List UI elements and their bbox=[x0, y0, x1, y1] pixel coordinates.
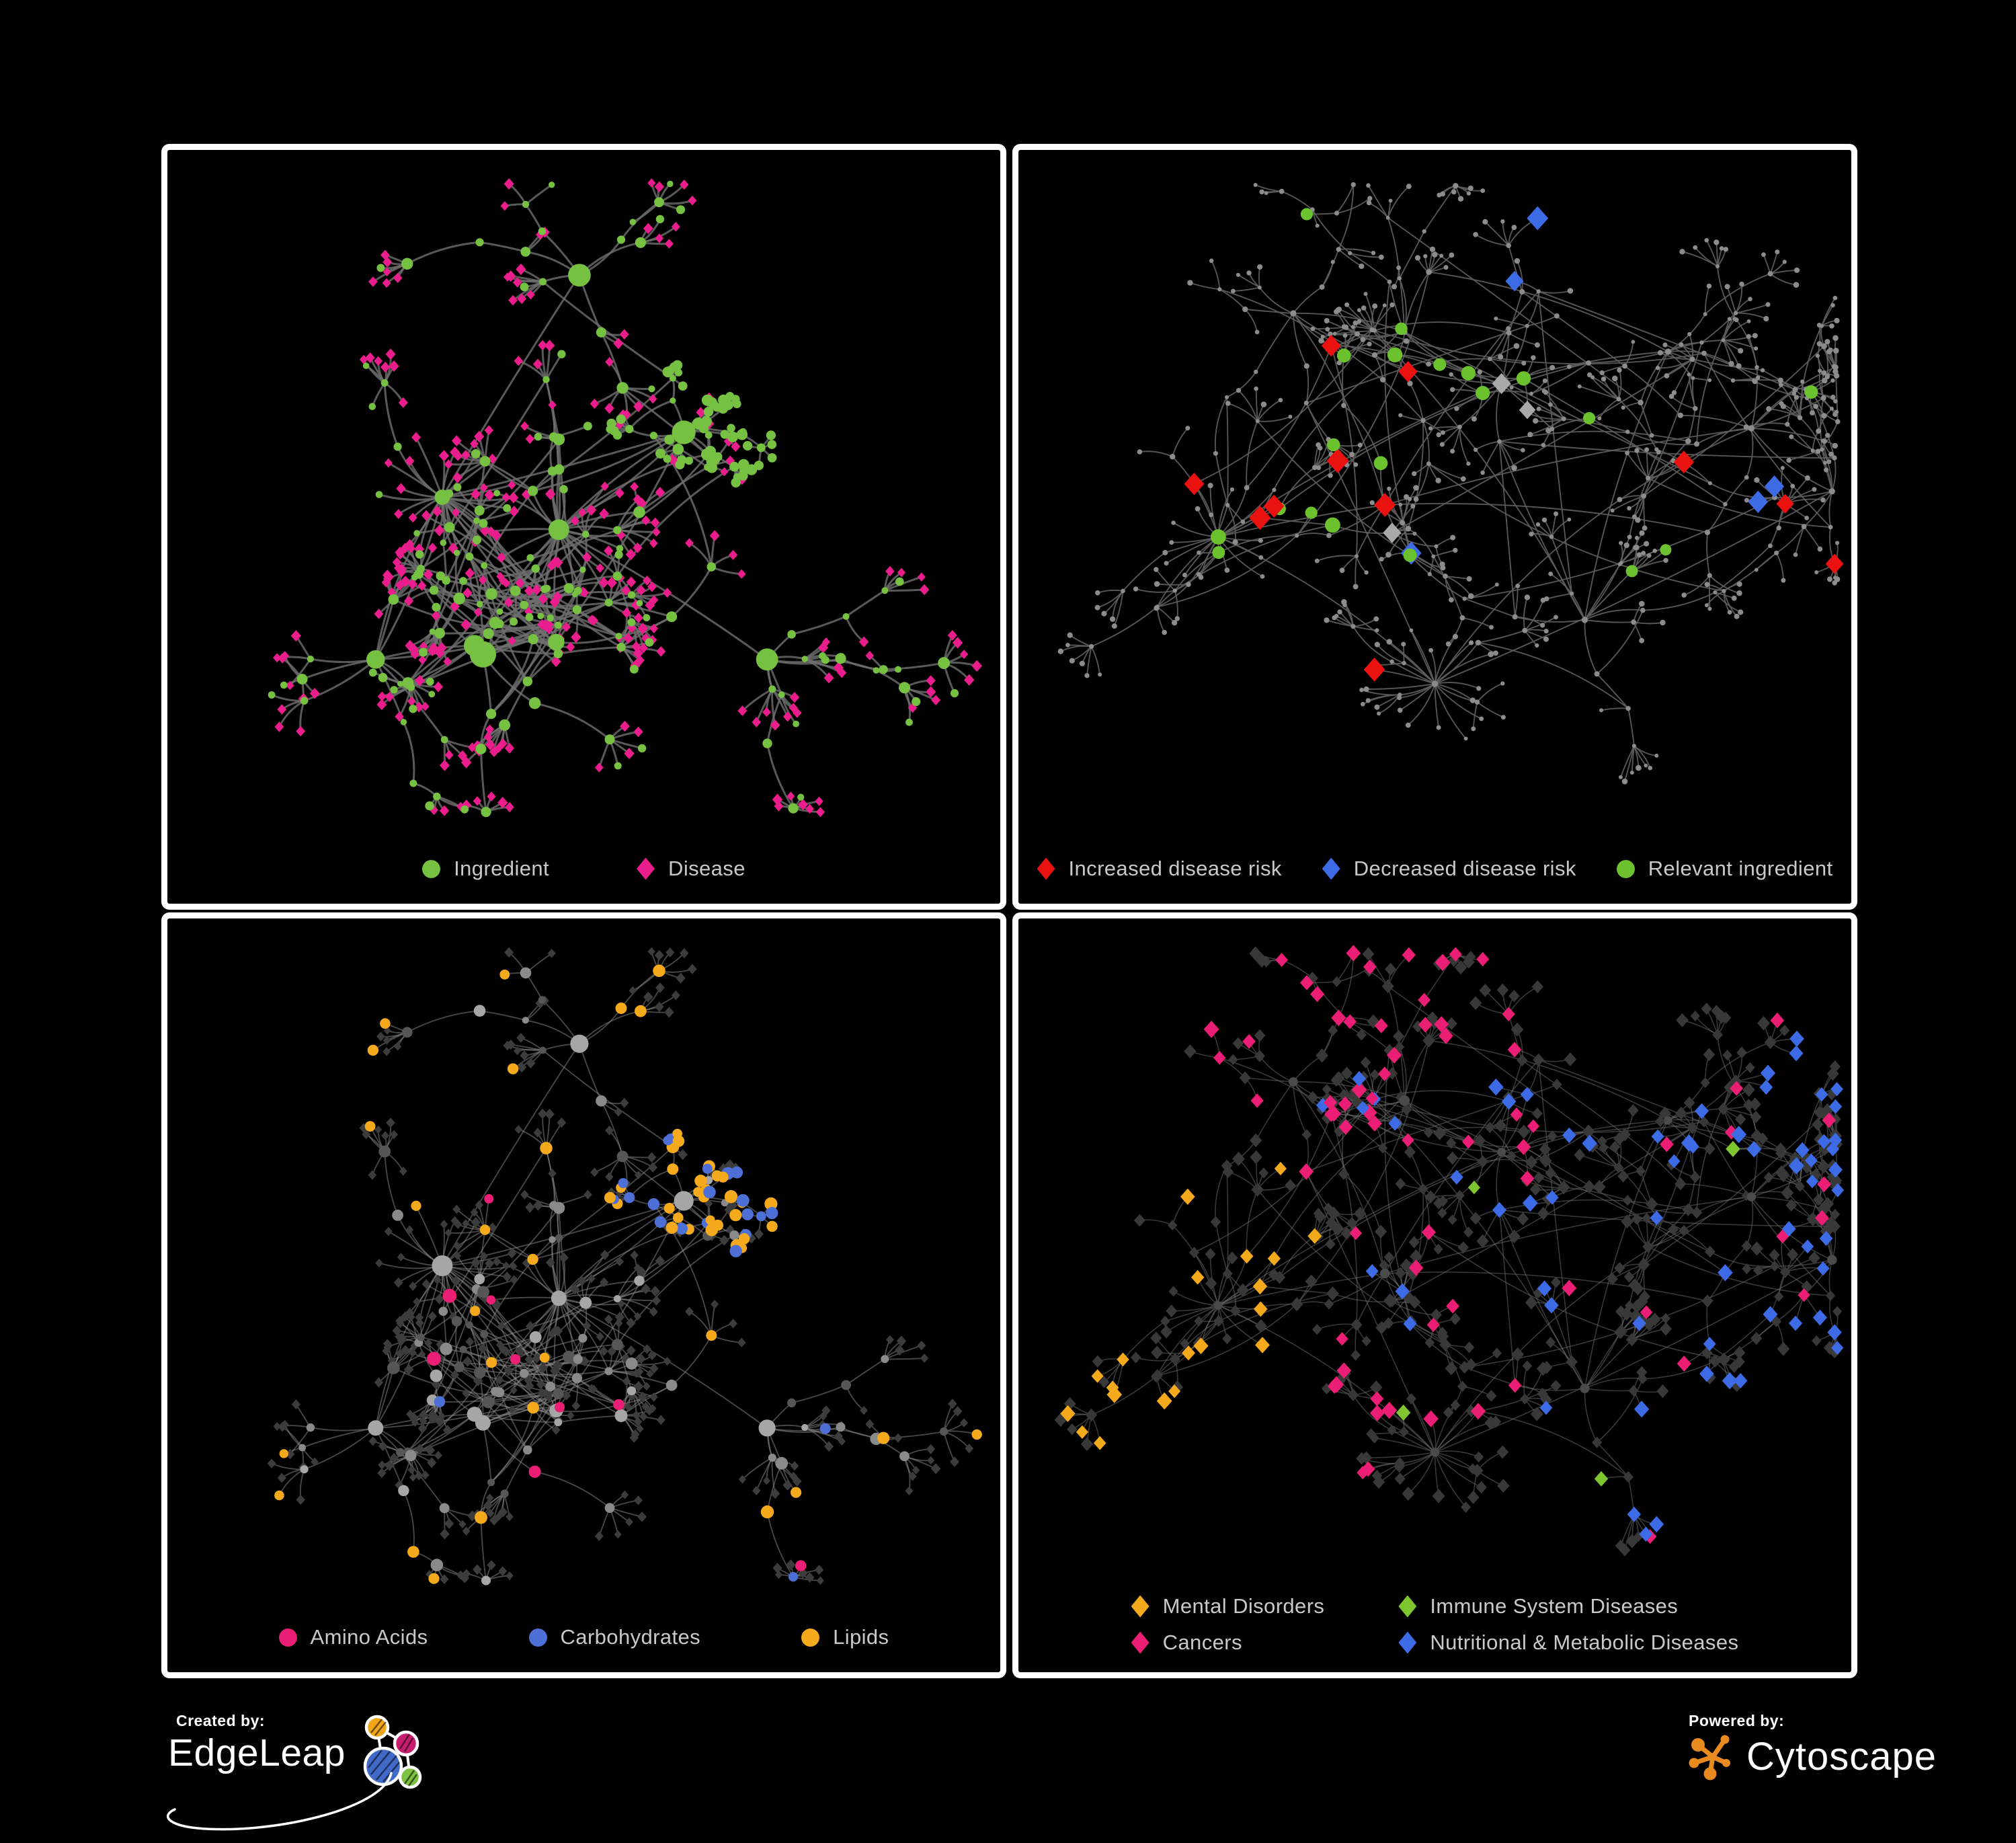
lipids-legend-label: Lipids bbox=[833, 1625, 889, 1649]
relevant-ingredient-legend-label: Relevant ingredient bbox=[1648, 857, 1833, 880]
carbohydrates-legend-label: Carbohydrates bbox=[560, 1625, 701, 1649]
legend-item-disease: Disease bbox=[637, 857, 745, 881]
created-by-block: Created by: EdgeLeap bbox=[166, 1712, 450, 1831]
disease-risk-network-graph bbox=[1057, 182, 1844, 785]
disease-class-network-graph bbox=[1054, 945, 1845, 1557]
cytoscape-wordmark: Cytoscape bbox=[1746, 1735, 1937, 1778]
disease-legend-label: Disease bbox=[668, 857, 745, 880]
nutrient-class-network-graph bbox=[267, 947, 982, 1585]
legend-item-mental-disorders: Mental Disorders bbox=[1131, 1594, 1325, 1618]
legend-item-decreased-risk: Decreased disease risk bbox=[1322, 857, 1576, 881]
amino-acids-legend-label: Amino Acids bbox=[310, 1625, 428, 1649]
decreased-risk-legend-label: Decreased disease risk bbox=[1353, 857, 1576, 880]
legend-item-carbohydrates: Carbohydrates bbox=[528, 1625, 701, 1649]
legend-item-relevant-ingredient: Relevant ingredient bbox=[1616, 857, 1833, 881]
cancers-marker-icon bbox=[1131, 1631, 1150, 1654]
ingredient-legend-label: Ingredient bbox=[454, 857, 550, 880]
cytoscape-logo-icon bbox=[1689, 1735, 1730, 1780]
cancers-legend-label: Cancers bbox=[1162, 1631, 1242, 1654]
immune-system-diseases-marker-icon bbox=[1398, 1595, 1417, 1618]
panel-disease-class-network: Mental Disorders Immune System Diseases … bbox=[1012, 912, 1857, 1678]
carbohydrates-marker-icon bbox=[528, 1628, 547, 1647]
powered-by-block: Powered by: Cytoscape bbox=[1686, 1712, 1995, 1799]
nutritional-metabolic-diseases-marker-icon bbox=[1398, 1631, 1417, 1654]
nutrient-class-legend: Amino Acids Carbohydrates Lipids bbox=[167, 1625, 1000, 1649]
ingredient-disease-network-graph bbox=[268, 178, 982, 818]
panel-ingredient-disease-network: Ingredient Disease bbox=[161, 144, 1006, 910]
immune-system-diseases-legend-label: Immune System Diseases bbox=[1430, 1594, 1679, 1618]
ingredient-disease-legend: Ingredient Disease bbox=[167, 857, 1000, 881]
cytoscape-brand-row: Cytoscape bbox=[1686, 1731, 1995, 1782]
mental-disorders-legend-label: Mental Disorders bbox=[1162, 1594, 1325, 1618]
legend-item-cancers: Cancers bbox=[1131, 1631, 1325, 1655]
edgeleap-wordmark: EdgeLeap bbox=[168, 1731, 346, 1774]
legend-item-amino-acids: Amino Acids bbox=[278, 1625, 428, 1649]
nutritional-metabolic-diseases-legend-label: Nutritional & Metabolic Diseases bbox=[1430, 1631, 1739, 1654]
relevant-ingredient-marker-icon bbox=[1616, 859, 1635, 878]
increased-risk-marker-icon bbox=[1037, 857, 1055, 880]
lipids-marker-icon bbox=[801, 1628, 820, 1647]
ingredient-marker-icon bbox=[422, 859, 441, 878]
panel-nutrient-class-network: Amino Acids Carbohydrates Lipids bbox=[161, 912, 1006, 1678]
edgeleap-logo-icon bbox=[363, 1715, 422, 1789]
mental-disorders-marker-icon bbox=[1131, 1595, 1150, 1618]
legend-item-increased-risk: Increased disease risk bbox=[1037, 857, 1282, 881]
disease-marker-icon bbox=[637, 857, 655, 880]
edgeleap-brand-row: EdgeLeap bbox=[166, 1715, 450, 1831]
disease-risk-legend: Increased disease risk Decreased disease… bbox=[1018, 857, 1851, 881]
legend-item-immune-system-diseases: Immune System Diseases bbox=[1398, 1594, 1738, 1618]
legend-item-lipids: Lipids bbox=[801, 1625, 889, 1649]
disease-class-legend: Mental Disorders Immune System Diseases … bbox=[1018, 1594, 1851, 1655]
panel-disease-risk-network: Increased disease risk Decreased disease… bbox=[1012, 144, 1857, 910]
decreased-risk-marker-icon bbox=[1322, 857, 1340, 880]
powered-by-label: Powered by: bbox=[1689, 1712, 1785, 1729]
created-by-label: Created by: bbox=[176, 1712, 266, 1729]
amino-acids-marker-icon bbox=[278, 1628, 297, 1647]
increased-risk-legend-label: Increased disease risk bbox=[1068, 857, 1282, 880]
legend-item-ingredient: Ingredient bbox=[422, 857, 549, 881]
legend-item-nutritional-metabolic-diseases: Nutritional & Metabolic Diseases bbox=[1398, 1631, 1738, 1655]
